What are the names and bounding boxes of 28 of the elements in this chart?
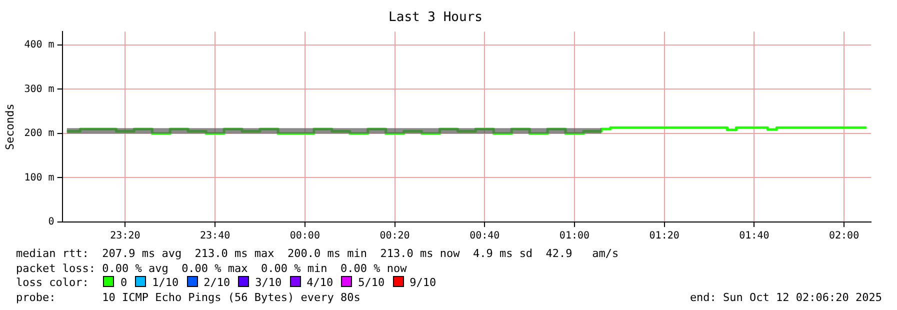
legend-label: 1/10 bbox=[152, 276, 179, 289]
x-tick-label: 23:40 bbox=[200, 230, 230, 242]
text: probe: 10 ICMP Echo Pings (56 Bytes) every 80s bbox=[16, 290, 360, 305]
y-tick-label: 200 m bbox=[24, 128, 54, 140]
legend-label: 2/10 bbox=[204, 276, 230, 289]
x-tick-label: 02:00 bbox=[828, 230, 860, 242]
x-tick-label: 00:00 bbox=[290, 230, 320, 242]
x-tick-label: 00:20 bbox=[380, 230, 410, 242]
legend-label: 5/10 bbox=[358, 276, 385, 289]
x-tick-label: 23:20 bbox=[110, 230, 140, 242]
x-tick-label: 01:00 bbox=[559, 230, 590, 242]
legend-label: 3/10 bbox=[255, 276, 282, 289]
y-tick-label: 300 m bbox=[24, 84, 54, 95]
legend-label: 9/10 bbox=[410, 276, 436, 289]
text: median rtt: 207.9 ms avg 213.0 ms max 200.0 ms min 213.0 ms now 4.9 ms sd 42.9 am/s bbox=[16, 247, 620, 262]
y-tick-label: 400 m bbox=[24, 39, 54, 50]
x-tick-label: 01:40 bbox=[739, 230, 770, 242]
y-tick-label: 0 bbox=[48, 216, 54, 228]
text: end: Sun Oct 12 02:06:20 2025 bbox=[690, 290, 882, 305]
y-axis-title: Seconds bbox=[3, 104, 16, 150]
chart-title: Last 3 Hours bbox=[388, 10, 482, 26]
legend-label: 0 bbox=[120, 276, 128, 289]
legend-title: loss color: bbox=[16, 276, 90, 289]
x-tick-label: 01:20 bbox=[649, 230, 680, 242]
x-tick-label: 00:40 bbox=[470, 230, 500, 242]
text: packet loss: 0.00 % avg 0.00 % max 0.00 % min 0.00 % now bbox=[16, 262, 408, 276]
y-tick-label: 100 m bbox=[24, 172, 54, 184]
legend-label: 4/10 bbox=[306, 276, 334, 289]
